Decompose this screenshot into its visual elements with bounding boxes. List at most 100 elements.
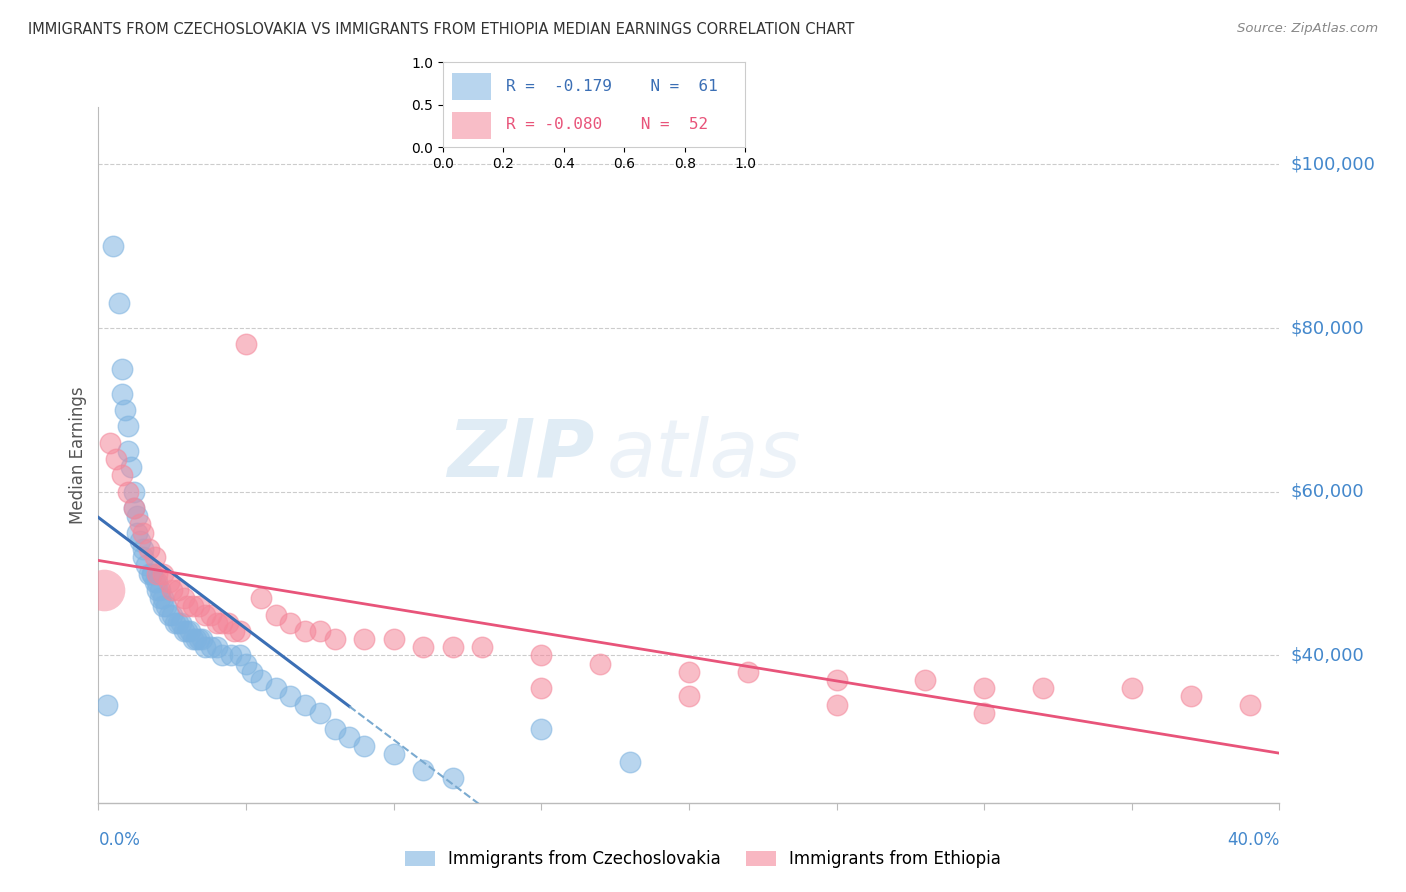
Point <box>114 403 136 417</box>
Point <box>170 615 193 630</box>
Point <box>132 550 155 565</box>
Point <box>143 574 166 589</box>
Point <box>117 443 139 458</box>
Point <box>141 566 163 581</box>
Point <box>128 517 150 532</box>
Point <box>1239 698 1261 712</box>
Point <box>240 665 263 679</box>
Point <box>441 771 464 785</box>
Point <box>152 566 174 581</box>
Point <box>173 624 195 638</box>
Point <box>678 665 700 679</box>
Point <box>93 582 115 597</box>
Point <box>309 706 332 720</box>
Point <box>117 484 139 499</box>
Y-axis label: Median Earnings: Median Earnings <box>69 386 87 524</box>
Point <box>98 435 121 450</box>
Point <box>211 615 233 630</box>
Point <box>441 640 464 655</box>
Point <box>530 681 553 696</box>
Legend: Immigrants from Czechoslovakia, Immigrants from Ethiopia: Immigrants from Czechoslovakia, Immigran… <box>398 844 1008 875</box>
Bar <box>451 72 491 100</box>
Point <box>194 640 217 655</box>
Point <box>412 640 434 655</box>
Point <box>294 624 316 638</box>
Point <box>135 558 157 573</box>
Point <box>264 681 287 696</box>
Point <box>157 574 180 589</box>
Point <box>530 648 553 663</box>
Point <box>179 624 201 638</box>
Point <box>973 706 995 720</box>
Point <box>138 566 160 581</box>
Point <box>157 607 180 622</box>
Point <box>125 509 148 524</box>
Point <box>1121 681 1143 696</box>
Text: $40,000: $40,000 <box>1291 647 1364 665</box>
Point <box>167 615 190 630</box>
Point <box>162 582 183 597</box>
Point <box>128 533 150 548</box>
Text: $80,000: $80,000 <box>1291 319 1364 337</box>
Point <box>353 739 375 753</box>
Point <box>200 607 222 622</box>
Point <box>337 731 360 745</box>
Point <box>191 632 214 646</box>
Point <box>219 648 242 663</box>
Point <box>229 648 252 663</box>
Point <box>132 542 155 557</box>
Point <box>125 525 148 540</box>
Point <box>825 673 848 687</box>
Point <box>138 542 160 557</box>
Point <box>162 607 183 622</box>
Text: IMMIGRANTS FROM CZECHOSLOVAKIA VS IMMIGRANTS FROM ETHIOPIA MEDIAN EARNINGS CORRE: IMMIGRANTS FROM CZECHOSLOVAKIA VS IMMIGR… <box>28 22 855 37</box>
Point <box>96 698 118 712</box>
Point <box>619 755 641 769</box>
Point <box>184 632 207 646</box>
Point <box>530 722 553 736</box>
Point <box>589 657 612 671</box>
Point <box>122 501 145 516</box>
Point <box>149 591 172 606</box>
Point <box>382 632 405 646</box>
Point <box>294 698 316 712</box>
Point <box>122 484 145 499</box>
Point <box>217 615 239 630</box>
Point <box>143 550 166 565</box>
Point <box>278 615 302 630</box>
Point <box>181 632 204 646</box>
Point <box>105 452 128 467</box>
Point <box>103 239 125 253</box>
Point <box>323 632 346 646</box>
Point <box>1032 681 1054 696</box>
Point <box>278 690 302 704</box>
Text: Source: ZipAtlas.com: Source: ZipAtlas.com <box>1237 22 1378 36</box>
Point <box>678 690 700 704</box>
Point <box>117 419 139 434</box>
Point <box>914 673 936 687</box>
Point <box>146 574 169 589</box>
Point <box>250 673 273 687</box>
Point <box>108 296 131 310</box>
Point <box>200 640 222 655</box>
Point <box>155 599 177 614</box>
Point <box>309 624 332 638</box>
Text: $60,000: $60,000 <box>1291 483 1364 500</box>
Point <box>264 607 287 622</box>
Point <box>471 640 494 655</box>
Point <box>141 566 163 581</box>
Point <box>229 624 252 638</box>
Point <box>152 591 174 606</box>
Point <box>132 525 155 540</box>
Text: 0.0%: 0.0% <box>98 831 141 849</box>
Point <box>412 763 434 777</box>
Point <box>235 657 257 671</box>
Point <box>250 591 273 606</box>
Point <box>181 599 204 614</box>
Point <box>176 624 198 638</box>
Text: R = -0.080    N =  52: R = -0.080 N = 52 <box>506 117 709 132</box>
Point <box>111 468 134 483</box>
Point <box>353 632 375 646</box>
Point <box>167 582 190 597</box>
Point <box>187 632 209 646</box>
